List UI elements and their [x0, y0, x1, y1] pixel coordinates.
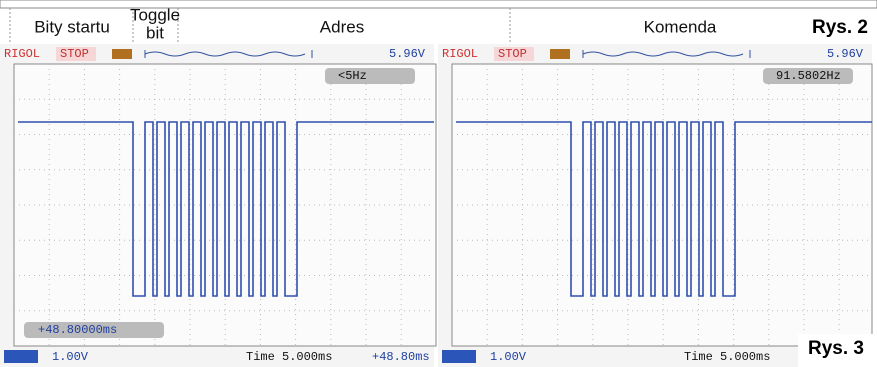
- trigger-level: 5.96V: [389, 47, 426, 61]
- timebase: Time 5.000ms: [684, 350, 770, 364]
- figure-label: Rys. 2: [812, 17, 868, 38]
- label: Komenda: [644, 17, 717, 36]
- battery-icon: [550, 49, 570, 59]
- label: Bity startu: [34, 17, 110, 36]
- status: STOP: [60, 47, 89, 61]
- frequency: 91.5802Hz: [776, 69, 841, 83]
- offset-box-text: +48.80000ms: [38, 323, 117, 337]
- brand: RIGOL: [442, 47, 478, 61]
- trigger-level: 5.96V: [827, 47, 864, 61]
- brand: RIGOL: [4, 47, 40, 61]
- label: bit: [146, 23, 164, 42]
- offset: +48.80ms: [372, 350, 430, 364]
- page: Bity startu Toggle bit Adres Komenda Rys…: [0, 0, 877, 367]
- channel-scale: 1.00V: [490, 350, 527, 364]
- channel-badge: [4, 350, 38, 363]
- figure-label: Rys. 3: [808, 338, 864, 359]
- channel-badge: [442, 350, 476, 363]
- scopes: RIGOL STOP 5.96V <5Hz +48.80000ms 1.00V Time 5…: [0, 44, 872, 367]
- label: Adres: [320, 17, 364, 36]
- label: Toggle: [130, 5, 180, 24]
- status: STOP: [498, 47, 527, 61]
- battery-icon: [112, 49, 132, 59]
- timebase: Time 5.000ms: [246, 350, 332, 364]
- frequency: <5Hz: [338, 69, 367, 83]
- channel-scale: 1.00V: [52, 350, 89, 364]
- figure: Bity startu Toggle bit Adres Komenda Rys…: [0, 0, 877, 367]
